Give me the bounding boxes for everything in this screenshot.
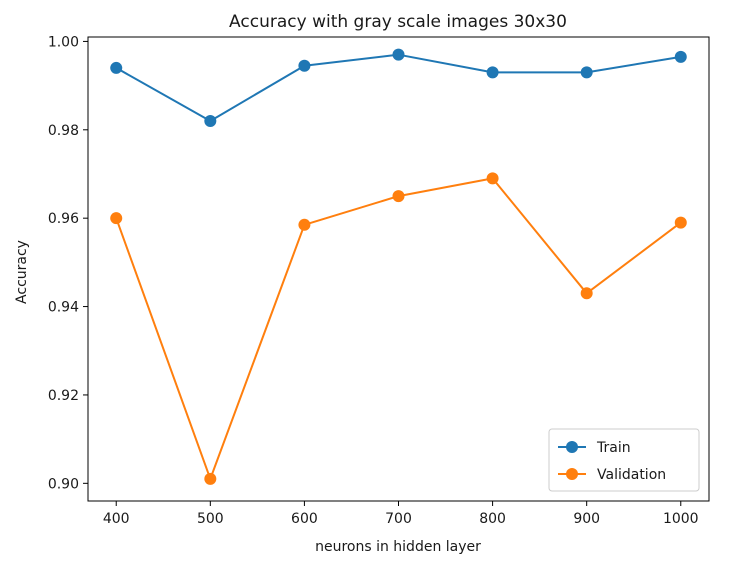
x-tick-label: 600 <box>291 511 318 527</box>
validation-point <box>204 472 217 485</box>
x-tick-label: 900 <box>573 511 600 527</box>
plot-area: 400 500 600 700 800 900 1000 0.90 0.92 0.94 0.96 0.… <box>48 34 710 527</box>
x-tick-label: 700 <box>385 511 412 527</box>
train-point <box>486 66 499 79</box>
x-tick-label: 500 <box>197 511 224 527</box>
x-tick-label: 1000 <box>663 511 699 527</box>
validation-point <box>392 190 405 203</box>
y-tick-label: 0.90 <box>48 476 79 492</box>
y-tick-label: 0.92 <box>48 388 79 404</box>
y-axis-title: Accuracy <box>14 240 30 304</box>
validation-point <box>298 218 311 231</box>
legend-box <box>548 428 700 492</box>
train-point <box>204 114 217 127</box>
chart-title: Accuracy with gray scale images 30x30 <box>229 12 567 32</box>
train-point <box>674 50 687 63</box>
legend-validation-marker <box>566 468 578 480</box>
x-tick-label: 400 <box>103 511 130 527</box>
validation-point <box>580 287 593 300</box>
train-point <box>580 66 593 79</box>
legend-validation-label: Validation <box>597 467 666 483</box>
train-series-line <box>115 53 681 122</box>
y-tick-label: 0.96 <box>48 211 79 227</box>
y-tick-label: 0.98 <box>48 123 79 139</box>
legend: Train Validation <box>548 428 700 492</box>
train-point <box>298 59 311 72</box>
x-axis-title: neurons in hidden layer <box>315 539 481 555</box>
legend-train-label: Train <box>596 440 631 456</box>
legend-train-marker <box>566 441 578 453</box>
train-point <box>392 48 405 61</box>
validation-point <box>674 216 687 229</box>
y-tick-label: 0.94 <box>48 300 79 316</box>
train-point <box>110 61 123 74</box>
validation-point <box>486 172 499 185</box>
y-tick-label: 1.00 <box>48 34 79 50</box>
x-tick-label: 800 <box>479 511 506 527</box>
validation-point <box>110 212 123 225</box>
